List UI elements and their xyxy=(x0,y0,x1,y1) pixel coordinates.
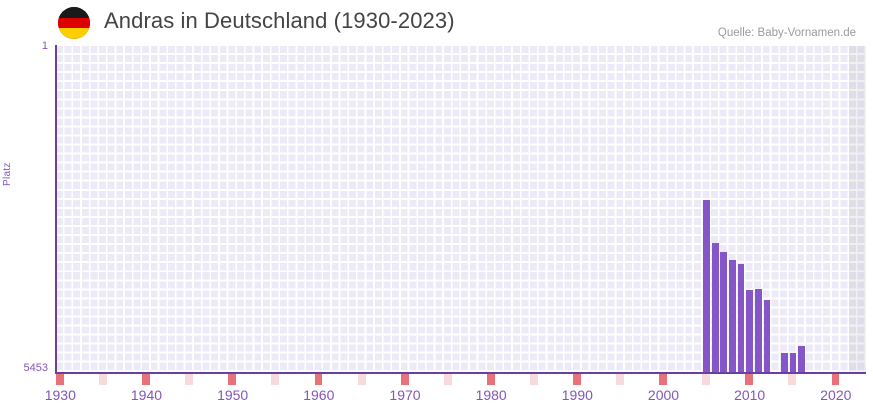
x-tick-mark-1930 xyxy=(56,374,64,385)
plot-area xyxy=(56,46,866,372)
x-axis-tick-label-1930: 1930 xyxy=(44,387,76,403)
x-tick-mark-1965 xyxy=(357,374,366,385)
x-tick-mark-1960 xyxy=(314,374,323,385)
x-tick-mark-1935 xyxy=(99,374,107,385)
x-axis-tick-label-2000: 2000 xyxy=(647,387,680,403)
bar-2019[interactable] xyxy=(781,353,788,372)
x-tick-mark-1995 xyxy=(616,374,625,385)
x-tick-mark-2020 xyxy=(831,374,840,385)
x-axis-tick-label-1970: 1970 xyxy=(389,387,421,403)
bar-2021[interactable] xyxy=(798,346,806,372)
bar-2013[interactable] xyxy=(737,264,745,372)
chart-header: Andras in Deutschland (1930-2023) Quelle… xyxy=(0,0,873,44)
x-axis-tick-label-1990: 1990 xyxy=(561,387,593,403)
bar-2011[interactable] xyxy=(720,252,728,372)
x-axis-line xyxy=(55,372,866,374)
x-tick-mark-2005 xyxy=(702,374,711,385)
bar-2012[interactable] xyxy=(729,260,736,372)
page-title: Andras in Deutschland (1930-2023) xyxy=(104,8,455,33)
x-tick-mark-1940 xyxy=(142,374,151,385)
x-axis-tick-label-1980: 1980 xyxy=(475,387,507,403)
x-tick-mark-1950 xyxy=(228,374,237,385)
german-flag-icon xyxy=(58,7,90,39)
bar-2009[interactable] xyxy=(703,200,710,372)
bar-2010[interactable] xyxy=(711,243,719,372)
bars-layer xyxy=(56,46,866,372)
x-tick-mark-1980 xyxy=(486,374,495,385)
bar-2020[interactable] xyxy=(789,353,797,372)
bar-2016[interactable] xyxy=(763,300,771,372)
bar-2014[interactable] xyxy=(746,290,754,372)
x-tick-mark-2010 xyxy=(745,374,754,385)
x-axis-tick-label-1940: 1940 xyxy=(130,387,163,403)
x-axis-tick-label-1950: 1950 xyxy=(217,387,249,403)
x-tick-mark-1970 xyxy=(400,374,409,385)
x-axis-tick-marks xyxy=(56,374,866,385)
y-axis-tick-label-bottom: 5453 xyxy=(23,362,48,374)
y-axis-tick-label-top: 1 xyxy=(41,40,48,52)
y-axis-line xyxy=(55,45,57,374)
flag-band-red xyxy=(58,17,90,29)
x-tick-mark-2000 xyxy=(659,374,668,385)
x-tick-mark-1945 xyxy=(185,374,194,385)
bar-2015[interactable] xyxy=(754,289,762,372)
flag-band-gold xyxy=(58,28,90,39)
x-tick-mark-2015 xyxy=(788,374,797,385)
x-axis-tick-label-1960: 1960 xyxy=(303,387,335,403)
x-tick-mark-1985 xyxy=(529,374,538,385)
x-tick-mark-1975 xyxy=(443,374,452,385)
y-axis-title: Platz xyxy=(2,162,13,186)
x-tick-mark-1955 xyxy=(271,374,280,385)
source-attribution: Quelle: Baby-Vornamen.de xyxy=(717,27,856,39)
x-axis-tick-label-2020: 2020 xyxy=(820,387,852,403)
x-tick-mark-1990 xyxy=(573,374,581,385)
flag-band-black xyxy=(58,7,90,18)
x-axis-tick-label-2010: 2010 xyxy=(734,387,766,403)
